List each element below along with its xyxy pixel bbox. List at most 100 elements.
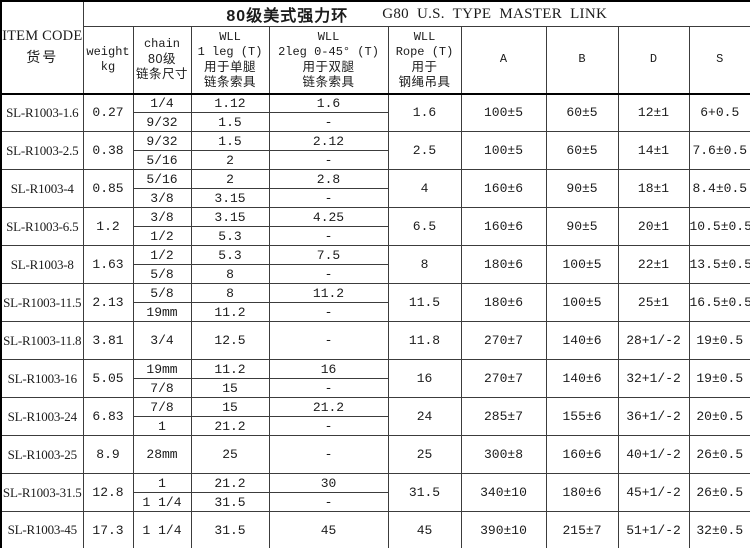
- chain-size-cell: 1/4: [132, 93, 192, 113]
- chain-size-cell: 1: [132, 473, 192, 493]
- wll-1leg-cell: 15: [190, 397, 270, 417]
- wll-2leg-cell: -: [268, 492, 389, 512]
- dim-d-cell: 14±1: [617, 131, 690, 170]
- wll-2leg-cell: -: [268, 416, 389, 436]
- weight-cell: 1.2: [82, 207, 134, 246]
- item-code-cell: SL-R1003-16: [0, 359, 84, 398]
- chain-size-cell: 7/8: [132, 397, 192, 417]
- wll-1leg-cell: 8: [190, 264, 270, 284]
- dim-d-cell: 12±1: [617, 93, 690, 132]
- wll-1leg-cell: 11.2: [190, 359, 270, 379]
- table-subrow: 19mm 11.2-: [1, 302, 750, 322]
- title-english: G80 U.S. TYPE MASTER LINK: [382, 5, 608, 22]
- dim-s-cell: 7.6±0.5: [688, 131, 750, 170]
- col-header-wll-1leg: WLL 1 leg (T) 用于单腿 链条索具: [190, 26, 270, 95]
- dim-a-cell: 340±10: [460, 473, 547, 512]
- dim-d-cell: 45+1/-2: [617, 473, 690, 512]
- dim-d-cell: 20±1: [617, 207, 690, 246]
- dim-d-cell: 28+1/-2: [617, 321, 690, 360]
- dim-d-cell: 25±1: [617, 283, 690, 322]
- table-title: 80级美式强力环 G80 U.S. TYPE MASTER LINK: [82, 0, 750, 27]
- wll-rope-cell: 4: [387, 169, 462, 208]
- wll-rope-cell: 2.5: [387, 131, 462, 170]
- chain-size-cell: 1 1/4: [132, 511, 192, 548]
- weight-cell: 2.13: [82, 283, 134, 322]
- weight-cell: 5.05: [82, 359, 134, 398]
- chain-size-cell: 5/16: [132, 169, 192, 189]
- wll-2leg-cell: 2.8: [268, 169, 389, 189]
- item-code-label-cn: 货号: [26, 49, 59, 66]
- chain-size-cell: 3/8: [132, 188, 192, 208]
- wll-rope-cell: 25: [387, 435, 462, 474]
- weight-cell: 8.9: [82, 435, 134, 474]
- item-code-cell: SL-R1003-6.5: [0, 207, 84, 246]
- dim-b-cell: 155±6: [545, 397, 619, 436]
- item-code-cell: SL-R1003-24: [0, 397, 84, 436]
- dim-d-cell: 51+1/-2: [617, 511, 690, 548]
- chain-size-cell: 5/8: [132, 264, 192, 284]
- weight-cell: 0.38: [82, 131, 134, 170]
- dim-s-cell: 26±0.5: [688, 435, 750, 474]
- col-header-item-code: ITEM CODE 货号: [0, 0, 84, 95]
- table-row: SL-R1003-25 8.9 28mm 25-25 300±8 160±6 40+1/-2…: [0, 435, 750, 474]
- table-row: SL-R1003-1.6 0.27 1/4 1.12 1.6 1.6 100±5 60±5 12…: [0, 93, 750, 132]
- wll-rope-cell: 45: [387, 511, 462, 548]
- dim-a-cell: 100±5: [460, 93, 547, 132]
- table-row: SL-R1003-31.5 12.8 1 21.2 30 31.5 340±10 180±6 4…: [0, 473, 750, 512]
- wll-2leg-cell: 30: [268, 473, 389, 493]
- dim-b-cell: 90±5: [545, 169, 619, 208]
- dim-a-cell: 285±7: [460, 397, 547, 436]
- dim-b-cell: 90±5: [545, 207, 619, 246]
- wll-2leg-cell: 11.2: [268, 283, 389, 303]
- weight-cell: 1.63: [82, 245, 134, 284]
- chain-size-cell: 19mm: [132, 359, 192, 379]
- dim-s-cell: 20±0.5: [688, 397, 750, 436]
- col-header-wll-2leg: WLL 2leg 0-45° (T) 用于双腿 链条索具: [268, 26, 389, 95]
- dim-s-cell: 13.5±0.5: [688, 245, 750, 284]
- wll-1leg-cell: 21.2: [190, 416, 270, 436]
- wll-1leg-cell: 3.15: [190, 188, 270, 208]
- weight-cell: 0.27: [82, 93, 134, 132]
- item-code-cell: SL-R1003-1.6: [0, 93, 84, 132]
- chain-size-cell: 1/2: [132, 226, 192, 246]
- chain-size-cell: 19mm: [132, 302, 192, 322]
- wll-rope-cell: 31.5: [387, 473, 462, 512]
- table-row: SL-R1003-45 17.3 1 1/4 31.5 45 45 390±10 215±7 5…: [0, 511, 750, 548]
- col-header-dim-d: D: [617, 26, 690, 95]
- wll-2leg-cell: 7.5: [268, 245, 389, 265]
- dim-b-cell: 140±6: [545, 359, 619, 398]
- dim-a-cell: 270±7: [460, 359, 547, 398]
- dim-s-cell: 16.5±0.5: [688, 283, 750, 322]
- table-row: SL-R1003-16 5.05 19mm 11.2 16 16 270±7 140±6 32+…: [0, 359, 750, 398]
- item-code-cell: SL-R1003-45: [0, 511, 84, 548]
- dim-a-cell: 180±6: [460, 245, 547, 284]
- dim-b-cell: 215±7: [545, 511, 619, 548]
- wll-rope-cell: 8: [387, 245, 462, 284]
- table-row: SL-R1003-8 1.63 1/2 5.3 7.5 8 180±6 100±5 22±1 13…: [0, 245, 750, 284]
- table-row: SL-R1003-24 6.83 7/8 15 21.2 24 285±7 155±6 36+1…: [0, 397, 750, 436]
- wll-2leg-cell: 2.12: [268, 131, 389, 151]
- dim-s-cell: 19±0.5: [688, 321, 750, 360]
- wll-1leg-cell: 2: [190, 169, 270, 189]
- item-code-label: ITEM CODE: [2, 28, 83, 45]
- wll-2leg-cell: -: [268, 302, 389, 322]
- wll-2leg-cell: 21.2: [268, 397, 389, 417]
- wll-2leg-cell: -: [268, 188, 389, 208]
- wll-1leg-cell: 21.2: [190, 473, 270, 493]
- table-header: ITEM CODE 货号 80级美式强力环 G80 U.S. TYPE MAST…: [0, 0, 750, 95]
- dim-a-cell: 390±10: [460, 511, 547, 548]
- wll-1leg-cell: 31.5: [190, 492, 270, 512]
- wll-2leg-cell: 1.6: [268, 93, 389, 113]
- table-row: SL-R1003-11.5 2.13 5/8 8 11.2 11.5 180±6 100±5 2…: [0, 283, 750, 322]
- col-header-dim-a: A: [460, 26, 547, 95]
- weight-cell: 17.3: [82, 511, 134, 548]
- item-code-cell: SL-R1003-4: [0, 169, 84, 208]
- dim-b-cell: 140±6: [545, 321, 619, 360]
- table-row: SL-R1003-4 0.85 5/16 2 2.8 4 160±6 90±5 18±1 8.4±…: [0, 169, 750, 208]
- wll-1leg-cell: 8: [190, 283, 270, 303]
- dim-d-cell: 36+1/-2: [617, 397, 690, 436]
- table-row: SL-R1003-2.5 0.38 9/32 1.5 2.12 2.5 100±5 60±5 1…: [0, 131, 750, 170]
- dim-a-cell: 160±6: [460, 207, 547, 246]
- item-code-cell: SL-R1003-25: [0, 435, 84, 474]
- wll-1leg-cell: 1.5: [190, 131, 270, 151]
